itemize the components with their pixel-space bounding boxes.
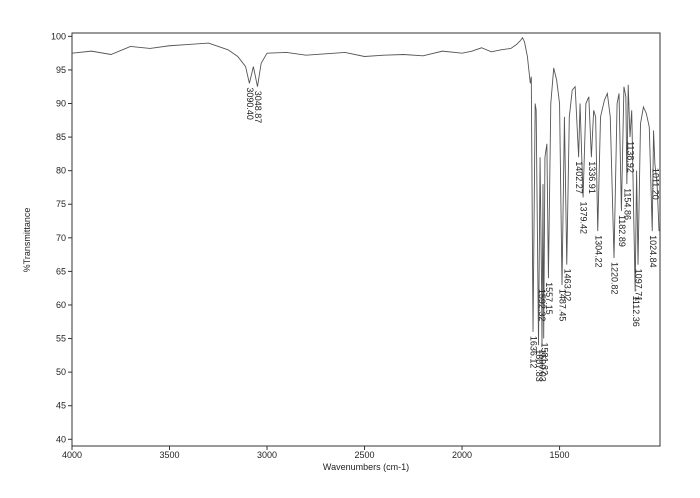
plot-frame (71, 32, 661, 447)
peak-label: 1607.83 (534, 349, 544, 382)
y-tick-label: 95 (56, 65, 66, 75)
x-tick-label: 3000 (257, 450, 277, 460)
peak-label: 1024.84 (648, 235, 658, 268)
peak-label: 1336.91 (587, 161, 597, 194)
peak-label: 1112.36 (631, 296, 641, 327)
y-tick-label: 60 (56, 300, 66, 310)
peak-label: 1590.03 (538, 349, 548, 382)
y-tick-label: 70 (56, 233, 66, 243)
peak-label: 1379.42 (579, 202, 589, 235)
y-tick-label: 40 (56, 434, 66, 444)
peak-label: 1097.71 (634, 269, 644, 302)
y-tick-label: 45 (56, 401, 66, 411)
x-tick-label: 2000 (452, 450, 472, 460)
x-tick-label: 4000 (62, 450, 82, 460)
peak-label: 1138.92 (626, 141, 636, 173)
y-tick-label: 90 (56, 99, 66, 109)
peak-label: 1304.22 (593, 235, 603, 268)
peak-label: 1581.32 (539, 343, 549, 376)
peak-label: 1487.45 (558, 289, 568, 322)
peak-label: 3048.87 (253, 91, 263, 124)
peak-label: 1463.02 (562, 269, 572, 302)
spectrum-line (71, 36, 660, 346)
x-tick-label: 3500 (159, 450, 179, 460)
peak-label: 3090.40 (245, 87, 255, 120)
y-tick-label: 100 (51, 31, 66, 41)
peak-label: 1557.15 (544, 282, 554, 315)
x-axis-label: Wavenumbers (cm-1) (323, 462, 409, 472)
peak-label: 1592.32 (537, 289, 547, 322)
y-tick-label: 50 (56, 367, 66, 377)
y-tick-label: 85 (56, 132, 66, 142)
peak-label: 1402.27 (574, 161, 584, 194)
peak-label: 1182.89 (617, 215, 627, 247)
y-tick-label: 65 (56, 266, 66, 276)
y-tick-label: 55 (56, 334, 66, 344)
peak-label: 1011.20 (651, 168, 661, 200)
peak-label: 1154.86 (622, 188, 632, 220)
x-tick-label: 2500 (355, 450, 375, 460)
y-tick-label: 80 (56, 166, 66, 176)
x-tick-label: 1500 (550, 450, 570, 460)
y-axis-label: %Transmittance (22, 208, 32, 273)
peak-label: 1220.82 (610, 262, 620, 295)
y-tick-label: 75 (56, 199, 66, 209)
peak-label: 1636.12 (529, 336, 539, 369)
